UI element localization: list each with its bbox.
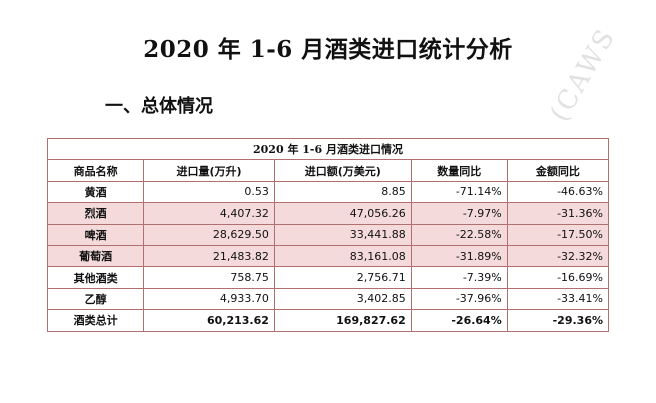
table-caption: 2020 年 1-6 月酒类进口情况 <box>47 137 609 161</box>
row-name: 黄酒 <box>46 180 145 204</box>
row-volume: 28,629.50 <box>143 223 275 246</box>
row-qty-yoy: -37.96% <box>410 287 508 311</box>
table-row: 葡萄酒 21,483.82 83,161.08 -31.89% -32.32% <box>46 244 610 268</box>
table-header-row: 商品名称 进口量(万升) 进口额(万美元) 数量同比 金额同比 <box>46 159 610 182</box>
row-value: 33,441.88 <box>273 223 412 246</box>
row-value: 8.85 <box>273 180 412 204</box>
row-name: 其他酒类 <box>46 266 145 289</box>
section-heading: 一、总体情况 <box>105 96 213 117</box>
row-volume: 758.75 <box>143 266 275 289</box>
document-title: 2020 年 1-6 月酒类进口统计分析 <box>143 36 513 63</box>
row-volume: 4,933.70 <box>143 287 275 311</box>
row-amt-yoy: -31.36% <box>506 202 610 225</box>
table-row: 黄酒 0.53 8.85 -71.14% -46.63% <box>46 180 610 204</box>
row-amt-yoy: -33.41% <box>506 287 610 311</box>
row-qty-yoy: -26.64% <box>410 309 508 332</box>
row-value: 2,756.71 <box>273 266 412 289</box>
row-name: 乙醇 <box>46 287 145 311</box>
table-total-row: 酒类总计 60,213.62 169,827.62 -26.64% -29.36… <box>46 309 610 332</box>
row-amt-yoy: -16.69% <box>506 266 610 289</box>
row-name: 葡萄酒 <box>46 244 145 268</box>
row-qty-yoy: -22.58% <box>410 223 508 246</box>
header-amt-yoy: 金额同比 <box>506 159 610 182</box>
table-row: 乙醇 4,933.70 3,402.85 -37.96% -33.41% <box>46 287 610 311</box>
header-name: 商品名称 <box>46 159 145 182</box>
table-row: 烈酒 4,407.32 47,056.26 -7.97% -31.36% <box>46 202 610 225</box>
header-qty-yoy: 数量同比 <box>410 159 508 182</box>
header-volume: 进口量(万升) <box>143 159 275 182</box>
row-amt-yoy: -17.50% <box>506 223 610 246</box>
import-table: 2020 年 1-6 月酒类进口情况 商品名称 进口量(万升) 进口额(万美元)… <box>46 137 610 332</box>
row-value: 3,402.85 <box>273 287 412 311</box>
row-volume: 4,407.32 <box>143 202 275 225</box>
row-name: 啤酒 <box>46 223 145 246</box>
row-amt-yoy: -29.36% <box>506 309 610 332</box>
row-value: 169,827.62 <box>273 309 412 332</box>
row-amt-yoy: -32.32% <box>506 244 610 268</box>
row-qty-yoy: -71.14% <box>410 180 508 204</box>
header-value: 进口额(万美元) <box>273 159 412 182</box>
row-volume: 21,483.82 <box>143 244 275 268</box>
row-volume: 60,213.62 <box>143 309 275 332</box>
row-name: 酒类总计 <box>46 309 145 332</box>
row-volume: 0.53 <box>143 180 275 204</box>
row-amt-yoy: -46.63% <box>506 180 610 204</box>
row-qty-yoy: -7.39% <box>410 266 508 289</box>
row-name: 烈酒 <box>46 202 145 225</box>
row-qty-yoy: -31.89% <box>410 244 508 268</box>
table-row: 啤酒 28,629.50 33,441.88 -22.58% -17.50% <box>46 223 610 246</box>
row-value: 83,161.08 <box>273 244 412 268</box>
row-qty-yoy: -7.97% <box>410 202 508 225</box>
table-row: 其他酒类 758.75 2,756.71 -7.39% -16.69% <box>46 266 610 289</box>
row-value: 47,056.26 <box>273 202 412 225</box>
